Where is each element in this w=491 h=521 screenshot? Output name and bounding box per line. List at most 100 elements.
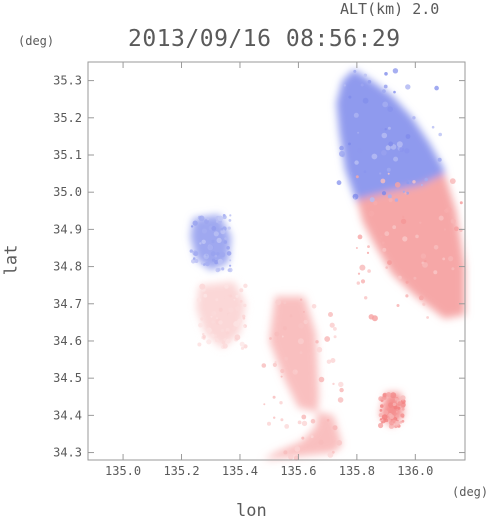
speckle <box>459 201 463 205</box>
y-tick-label: 34.5 <box>53 371 82 385</box>
speckle <box>451 267 455 271</box>
speckle <box>225 331 230 335</box>
speckle <box>211 226 217 231</box>
chart-title-datetime: 2013/09/16 08:56:29 <box>128 26 401 52</box>
speckle <box>383 84 388 89</box>
altitude-label: ALT(km) 2.0 <box>340 0 440 18</box>
speckle <box>281 335 284 338</box>
speckle <box>395 410 398 413</box>
speckle <box>353 197 356 200</box>
speckle <box>386 167 391 172</box>
speckle <box>199 242 202 245</box>
speckle <box>328 312 333 317</box>
speckle <box>431 125 435 129</box>
speckle <box>357 234 363 240</box>
speckle <box>380 399 384 402</box>
speckle <box>280 375 283 378</box>
speckle <box>297 420 302 425</box>
speckle <box>400 413 405 418</box>
speckle <box>205 254 208 257</box>
speckle <box>360 279 366 284</box>
speckle <box>217 215 223 221</box>
x-tick-label: 135.0 <box>105 464 141 478</box>
speckle <box>284 356 289 361</box>
speckle <box>210 333 215 338</box>
speckle <box>216 252 220 256</box>
speckle <box>233 298 236 301</box>
speckle <box>329 322 335 328</box>
speckle <box>228 307 234 313</box>
speckle <box>224 237 227 240</box>
speckle <box>215 267 220 273</box>
speckle <box>437 157 442 162</box>
speckle <box>343 84 346 87</box>
speckle <box>367 245 370 249</box>
speckle <box>381 241 385 245</box>
region-east-positive-sector <box>356 173 465 319</box>
speckle <box>194 259 199 263</box>
speckle <box>326 418 330 422</box>
speckle <box>219 251 226 258</box>
speckle <box>393 405 398 410</box>
speckle <box>380 418 382 421</box>
speckle <box>222 215 227 220</box>
speckle <box>385 266 389 269</box>
speckle <box>442 257 446 261</box>
speckle <box>333 335 337 339</box>
speckle <box>237 293 240 296</box>
speckle <box>395 414 399 418</box>
region-northeast-negative-sector <box>336 69 445 204</box>
speckle <box>366 251 370 254</box>
speckle <box>348 142 351 146</box>
speckle <box>383 403 386 406</box>
speckle <box>336 440 343 446</box>
speckle <box>302 310 305 313</box>
speckle <box>332 382 335 386</box>
y-axis: 34.3 34.4 34.5 34.6 34.7 34.8 34.9 35.0 35.1 35.2… <box>53 74 465 460</box>
speckle <box>384 128 387 131</box>
speckle <box>214 254 218 258</box>
plot-regions <box>190 69 465 460</box>
speckle <box>293 455 299 461</box>
speckle <box>279 401 283 405</box>
speckle <box>353 69 357 73</box>
speckle <box>192 220 198 226</box>
speckle <box>337 397 344 403</box>
speckle <box>338 381 344 388</box>
speckle <box>379 172 382 175</box>
speckle <box>388 141 394 147</box>
speckle <box>382 101 389 108</box>
speckle <box>208 239 211 242</box>
speckle <box>200 317 204 321</box>
speckle <box>272 395 276 399</box>
speckle <box>228 267 233 273</box>
speckle <box>218 320 223 325</box>
speckle <box>216 237 222 243</box>
speckle <box>301 436 305 440</box>
speckle <box>381 191 387 196</box>
speckle <box>379 409 383 412</box>
speckle <box>380 235 383 238</box>
speckle <box>207 244 214 251</box>
speckle <box>399 147 404 152</box>
speckle <box>368 314 374 320</box>
speckle <box>348 95 352 99</box>
speckle <box>282 326 287 331</box>
speckle <box>433 245 439 250</box>
speckle <box>227 313 231 317</box>
y-tick-label: 35.3 <box>53 74 82 88</box>
speckle <box>239 341 245 347</box>
speckle <box>438 132 443 137</box>
speckle <box>223 338 227 342</box>
speckle <box>363 73 367 78</box>
speckle <box>318 439 324 445</box>
speckle <box>388 413 392 417</box>
speckle <box>267 421 271 426</box>
speckle <box>395 397 399 401</box>
speckle <box>225 338 231 344</box>
speckle <box>206 217 210 221</box>
speckle <box>243 283 248 288</box>
speckle <box>326 359 332 364</box>
speckle <box>422 302 426 306</box>
speckle <box>243 303 247 308</box>
